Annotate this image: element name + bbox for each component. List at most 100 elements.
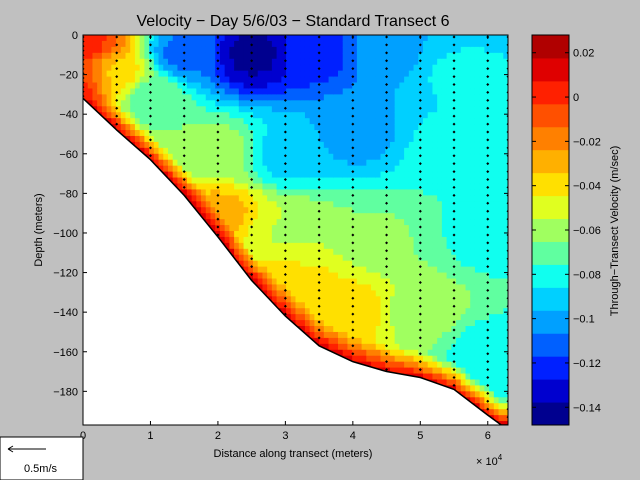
field-cell bbox=[158, 106, 164, 113]
field-cell bbox=[309, 141, 315, 149]
field-cell bbox=[503, 266, 508, 274]
field-cell bbox=[248, 260, 254, 268]
field-cell bbox=[460, 64, 467, 72]
field-cell bbox=[503, 183, 508, 191]
field-cell bbox=[385, 70, 391, 78]
field-cell bbox=[371, 106, 377, 113]
colorbar-label: Through−Transect Velocity (m/sec) bbox=[609, 146, 621, 316]
field-cell bbox=[389, 290, 396, 297]
field-cell bbox=[224, 201, 230, 208]
field-cell bbox=[470, 379, 476, 387]
field-cell bbox=[371, 219, 377, 226]
field-cell bbox=[177, 153, 183, 161]
field-cell bbox=[248, 76, 254, 84]
field-cell bbox=[437, 201, 443, 208]
field-cell bbox=[366, 70, 372, 78]
field-cell bbox=[172, 94, 179, 101]
field-cell bbox=[470, 130, 476, 137]
field-cell bbox=[404, 124, 410, 131]
field-cell bbox=[153, 153, 160, 161]
data-point bbox=[452, 336, 456, 340]
field-cell bbox=[394, 189, 400, 196]
field-cell bbox=[366, 230, 372, 238]
field-cell bbox=[300, 266, 306, 274]
field-cell bbox=[418, 141, 424, 149]
field-cell bbox=[437, 70, 443, 78]
field-cell bbox=[441, 64, 448, 72]
field-cell bbox=[163, 35, 169, 42]
field-cell bbox=[446, 349, 452, 357]
field-cell bbox=[394, 40, 400, 48]
data-point bbox=[148, 106, 152, 110]
field-cell bbox=[408, 112, 415, 119]
field-cell bbox=[389, 219, 396, 226]
field-cell bbox=[408, 230, 415, 238]
field-cell bbox=[446, 278, 452, 286]
field-cell bbox=[408, 254, 415, 262]
field-cell bbox=[493, 290, 500, 297]
field-cell bbox=[385, 35, 391, 42]
field-cell bbox=[389, 165, 396, 173]
field-cell bbox=[149, 153, 155, 161]
field-cell bbox=[333, 130, 339, 137]
field-cell bbox=[489, 230, 495, 238]
field-cell bbox=[389, 124, 396, 131]
field-cell bbox=[366, 106, 372, 113]
field-cell bbox=[460, 124, 467, 131]
field-cell bbox=[300, 94, 306, 101]
field-cell bbox=[437, 254, 443, 262]
field-cell bbox=[356, 153, 363, 161]
field-cell bbox=[432, 147, 438, 155]
field-cell bbox=[262, 70, 268, 78]
field-cell bbox=[290, 195, 297, 202]
field-cell bbox=[465, 35, 471, 42]
field-cell bbox=[385, 302, 391, 309]
field-cell bbox=[191, 124, 197, 131]
field-cell bbox=[446, 141, 452, 149]
data-point bbox=[418, 82, 422, 86]
field-cell bbox=[404, 153, 410, 161]
field-cell bbox=[342, 302, 349, 309]
field-cell bbox=[418, 201, 424, 208]
field-cell bbox=[262, 242, 268, 250]
field-cell bbox=[361, 118, 367, 125]
field-cell bbox=[149, 118, 155, 125]
field-cell bbox=[172, 141, 179, 149]
field-cell bbox=[394, 88, 400, 95]
field-cell bbox=[309, 130, 315, 137]
field-cell bbox=[456, 248, 462, 256]
field-cell bbox=[465, 183, 471, 191]
field-cell bbox=[257, 272, 264, 280]
field-cell bbox=[413, 147, 419, 155]
field-cell bbox=[215, 141, 221, 149]
field-cell bbox=[437, 64, 443, 72]
field-cell bbox=[295, 308, 301, 315]
field-cell bbox=[253, 177, 259, 185]
field-cell bbox=[295, 100, 301, 107]
field-cell bbox=[479, 40, 485, 48]
field-cell bbox=[314, 64, 320, 72]
field-cell bbox=[498, 391, 504, 398]
field-cell bbox=[470, 337, 476, 345]
field-cell bbox=[465, 135, 471, 143]
field-cell bbox=[404, 189, 410, 196]
data-point bbox=[351, 273, 355, 277]
field-cell bbox=[361, 308, 367, 315]
field-cell bbox=[323, 124, 330, 131]
field-cell bbox=[300, 284, 306, 291]
field-cell bbox=[215, 171, 221, 179]
field-cell bbox=[446, 64, 452, 72]
y-tick-label: −40 bbox=[59, 109, 78, 121]
field-cell bbox=[441, 302, 448, 309]
field-cell bbox=[503, 219, 508, 226]
field-cell bbox=[366, 302, 372, 309]
field-cell bbox=[460, 355, 467, 363]
field-cell bbox=[281, 88, 287, 95]
field-cell bbox=[441, 278, 448, 286]
field-cell bbox=[404, 100, 410, 107]
field-cell bbox=[474, 94, 481, 101]
field-cell bbox=[300, 219, 306, 226]
data-point bbox=[283, 67, 287, 71]
field-cell bbox=[493, 88, 500, 95]
field-cell bbox=[380, 124, 386, 131]
